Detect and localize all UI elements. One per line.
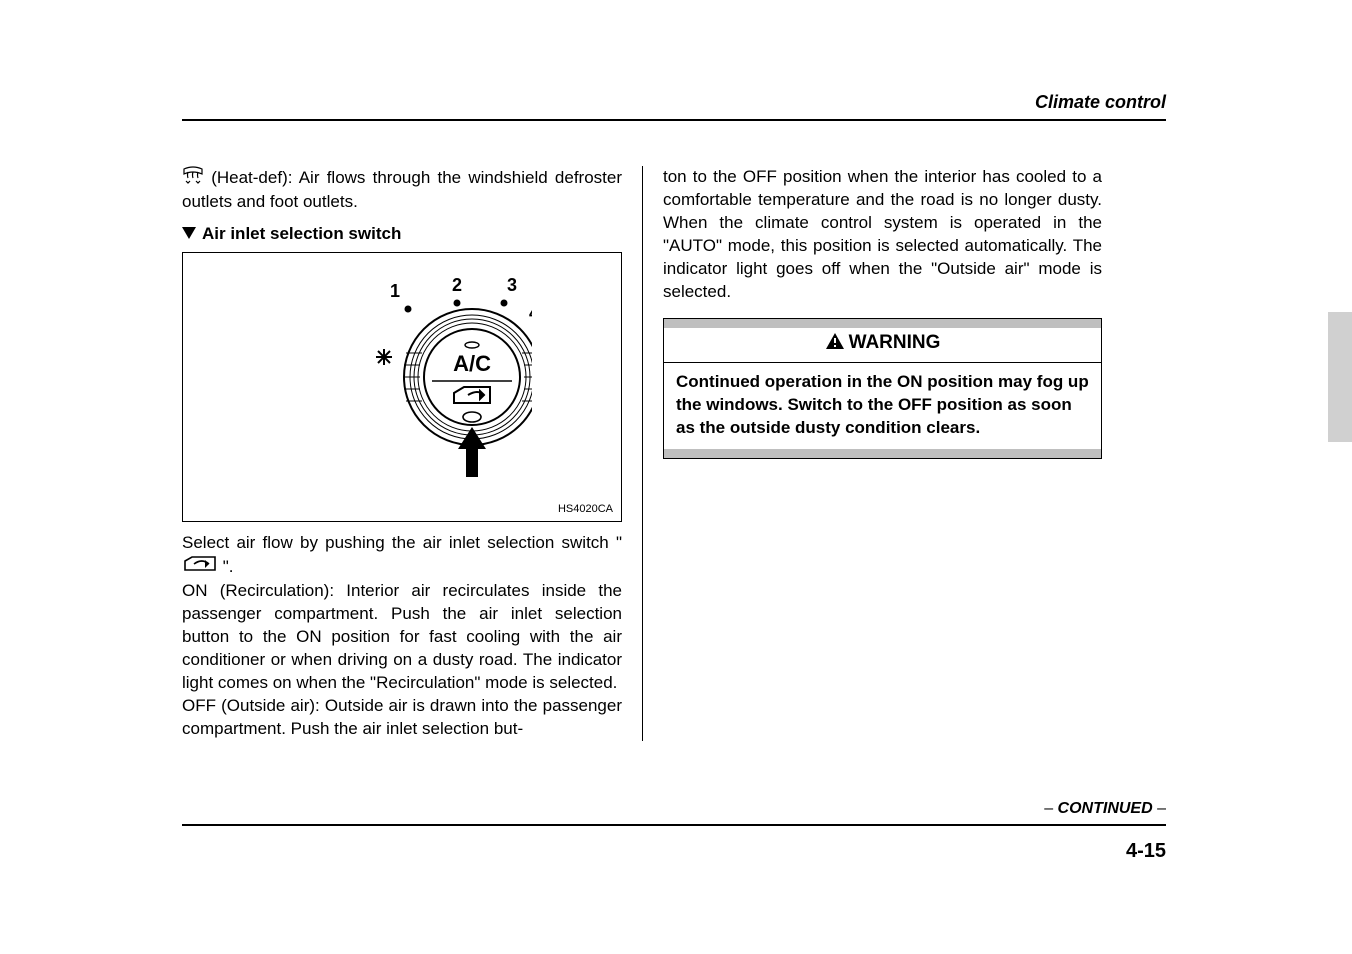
warning-box: WARNING Continued operation in the ON po… (663, 318, 1102, 460)
select-airflow-paragraph: Select air flow by pushing the air inlet… (182, 532, 622, 580)
chapter-title: Climate control (0, 92, 1352, 113)
heatdef-text: (Heat-def): Air flows through the windsh… (182, 168, 622, 211)
heatdef-paragraph: (Heat-def): Air flows through the windsh… (182, 166, 622, 214)
page-header: Climate control (0, 92, 1352, 121)
dial-ac-label: A/C (453, 351, 491, 376)
warning-title: WARNING (663, 328, 1102, 363)
continued-footer: – CONTINUED – (1044, 800, 1166, 818)
content-area: (Heat-def): Air flows through the windsh… (182, 166, 1166, 741)
mark-1: 1 (390, 281, 400, 301)
side-tab (1328, 312, 1352, 442)
select-text-b: ". (218, 557, 233, 576)
subheading-text: Air inlet selection switch (202, 224, 401, 243)
header-rule (182, 119, 1166, 121)
triangle-bullet-icon (182, 224, 196, 244)
warning-body-text: Continued operation in the ON position m… (663, 363, 1102, 450)
recirc-inline-icon (182, 555, 218, 580)
mark-3: 3 (507, 275, 517, 295)
air-inlet-subheading: Air inlet selection switch (182, 224, 622, 245)
dial-svg: 1 2 3 4 (272, 257, 532, 517)
page-number: 4-15 (1126, 840, 1166, 863)
warning-top-bar (663, 318, 1102, 328)
right-column: ton to the OFF position when the interio… (642, 166, 1102, 741)
snowflake-icon (376, 349, 392, 365)
warning-triangle-icon (825, 332, 845, 356)
select-text-a: Select air flow by pushing the air inlet… (182, 533, 622, 552)
on-recirc-paragraph: ON (Recirculation): Interior air recircu… (182, 580, 622, 695)
continued-label: CONTINUED (1058, 800, 1153, 817)
continuation-paragraph: ton to the OFF position when the interio… (663, 166, 1102, 304)
figure-code: HS4020CA (558, 503, 613, 515)
off-outside-paragraph: OFF (Outside air): Outside air is drawn … (182, 695, 622, 741)
left-column: (Heat-def): Air flows through the windsh… (182, 166, 642, 741)
warning-bottom-bar (663, 449, 1102, 459)
heat-def-icon (182, 166, 204, 191)
figure-air-inlet-dial: 1 2 3 4 (182, 252, 622, 522)
warning-label: WARNING (849, 332, 941, 353)
mark-2: 2 (452, 275, 462, 295)
footer-rule (182, 824, 1166, 826)
mark-4: 4 (529, 303, 532, 323)
